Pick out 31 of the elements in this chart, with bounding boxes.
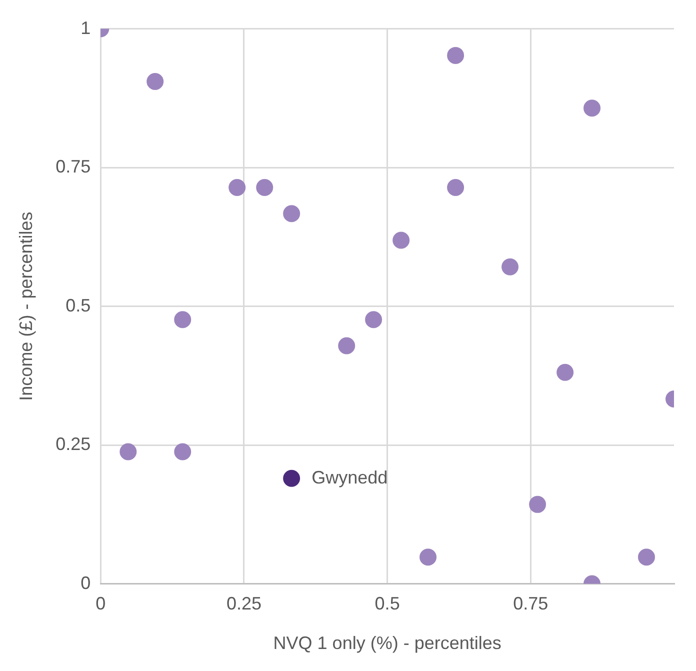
point — [283, 205, 300, 222]
point — [447, 179, 464, 196]
y-tick-label: 0 — [80, 572, 91, 593]
point — [228, 179, 246, 196]
point — [556, 364, 574, 381]
point — [584, 100, 601, 117]
point — [120, 443, 137, 460]
x-axis-title: NVQ 1 only (%) - percentiles — [273, 633, 502, 654]
x-tick-label: 0.25 — [226, 594, 262, 614]
x-tick-label: 0 — [96, 594, 106, 614]
point — [146, 73, 164, 90]
point — [447, 46, 464, 64]
point — [338, 337, 356, 354]
y-tick-label: 1 — [80, 18, 91, 38]
point — [256, 179, 274, 196]
point — [365, 311, 382, 328]
y-tick-label: 0.75 — [56, 156, 91, 177]
point — [174, 443, 192, 460]
point — [420, 548, 437, 566]
x-tick-label: 0.75 — [513, 594, 548, 614]
series-label: Gwynedd — [312, 467, 388, 488]
point — [638, 548, 655, 566]
point — [174, 311, 192, 328]
x-tick-label: 0.5 — [374, 594, 400, 614]
point — [392, 232, 410, 249]
point — [502, 258, 519, 276]
point — [283, 470, 300, 487]
y-axis-title: Income (£) - percentiles — [16, 212, 36, 401]
y-tick-label: 0.5 — [66, 295, 91, 316]
y-tick-label: 0.25 — [56, 434, 91, 454]
point — [529, 496, 546, 513]
